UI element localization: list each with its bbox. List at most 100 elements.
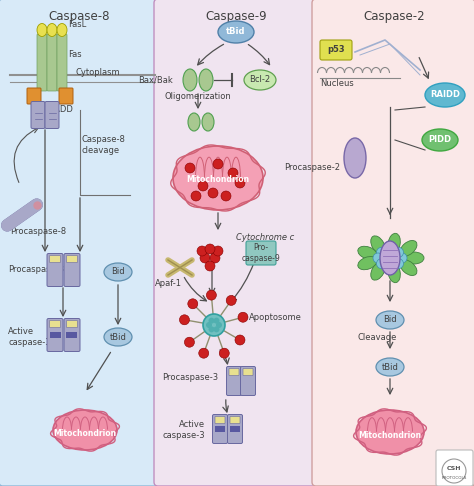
Circle shape [197,246,207,256]
Circle shape [442,459,466,483]
Ellipse shape [356,410,424,454]
Ellipse shape [183,69,197,91]
Circle shape [185,163,195,173]
Text: Cytoplasm: Cytoplasm [76,68,120,77]
Circle shape [376,259,386,269]
FancyBboxPatch shape [436,450,473,486]
Circle shape [238,312,248,322]
Ellipse shape [404,252,424,264]
Circle shape [393,247,403,258]
Text: Caspase-2: Caspase-2 [363,10,425,23]
Text: Oligomerization: Oligomerization [164,92,231,102]
Text: Apoptosome: Apoptosome [249,312,302,322]
Circle shape [184,337,194,347]
Text: Mitochondrion: Mitochondrion [186,175,250,185]
FancyBboxPatch shape [49,256,61,262]
FancyBboxPatch shape [64,318,80,351]
Circle shape [191,191,201,201]
Ellipse shape [376,358,404,376]
Text: Active
caspase-3: Active caspase-3 [163,420,205,440]
Bar [215,426,225,432]
Ellipse shape [425,83,465,107]
Text: Mitochondrion: Mitochondrion [54,429,117,437]
Ellipse shape [388,263,401,283]
Text: Bcl-2: Bcl-2 [249,75,271,85]
Ellipse shape [400,241,417,256]
Text: Caspase-9: Caspase-9 [205,10,267,23]
Text: Bid: Bid [383,315,397,325]
Ellipse shape [218,21,254,43]
Circle shape [235,178,245,188]
Text: Mitochondrion: Mitochondrion [358,431,421,439]
Text: Fas: Fas [68,51,82,59]
Ellipse shape [173,146,263,210]
Text: RAIDD: RAIDD [430,90,460,100]
Text: Active
caspase-3: Active caspase-3 [8,327,51,347]
FancyBboxPatch shape [57,34,67,91]
Text: Caspase-8: Caspase-8 [48,10,110,23]
Bar [66,332,78,338]
Circle shape [198,181,208,191]
Circle shape [209,318,215,324]
Circle shape [385,245,395,255]
Text: Cytochrome c: Cytochrome c [236,233,294,243]
Text: Procaspase-2: Procaspase-2 [284,163,340,173]
Text: Procaspase-8: Procaspase-8 [10,227,66,237]
Ellipse shape [422,129,458,151]
Ellipse shape [400,260,417,276]
Text: Cleavage: Cleavage [358,333,397,343]
Circle shape [216,322,222,328]
Bar [230,426,240,432]
FancyBboxPatch shape [227,366,241,396]
Ellipse shape [371,236,385,254]
Circle shape [199,348,209,358]
FancyBboxPatch shape [37,34,47,91]
FancyBboxPatch shape [0,0,159,486]
FancyBboxPatch shape [320,40,352,60]
Circle shape [209,326,215,332]
Text: tBid: tBid [382,363,399,371]
Text: Apaf-1: Apaf-1 [155,279,182,289]
Circle shape [226,295,236,305]
Circle shape [385,261,395,271]
Text: PROTOCOLS: PROTOCOLS [441,476,467,480]
Ellipse shape [344,138,366,178]
Circle shape [213,246,223,256]
Circle shape [393,259,403,269]
Circle shape [219,348,229,358]
Ellipse shape [244,70,276,90]
Ellipse shape [380,241,400,275]
Circle shape [213,318,219,324]
Circle shape [213,159,223,169]
Ellipse shape [203,314,225,336]
FancyBboxPatch shape [66,320,78,328]
Ellipse shape [202,113,214,131]
Ellipse shape [37,23,47,36]
FancyBboxPatch shape [228,415,243,444]
Text: FADD: FADD [50,105,73,115]
Circle shape [376,247,386,258]
FancyBboxPatch shape [47,254,63,287]
Circle shape [208,188,218,198]
Ellipse shape [199,69,213,91]
Ellipse shape [376,311,404,329]
Text: p53: p53 [327,46,345,54]
Ellipse shape [358,257,377,270]
Circle shape [221,191,231,201]
Ellipse shape [53,410,117,450]
Text: Procaspase-3: Procaspase-3 [162,374,218,382]
Circle shape [210,253,220,263]
FancyBboxPatch shape [64,254,80,287]
Text: Nucleus: Nucleus [320,80,354,88]
Text: PIDD: PIDD [428,136,452,144]
Ellipse shape [358,246,377,260]
FancyBboxPatch shape [212,415,228,444]
Ellipse shape [47,23,57,36]
FancyBboxPatch shape [312,0,474,486]
Bar [49,332,61,338]
Ellipse shape [188,113,200,131]
Text: Procaspase-3: Procaspase-3 [8,265,64,275]
Circle shape [228,168,238,178]
Ellipse shape [371,262,385,280]
FancyBboxPatch shape [31,102,45,128]
